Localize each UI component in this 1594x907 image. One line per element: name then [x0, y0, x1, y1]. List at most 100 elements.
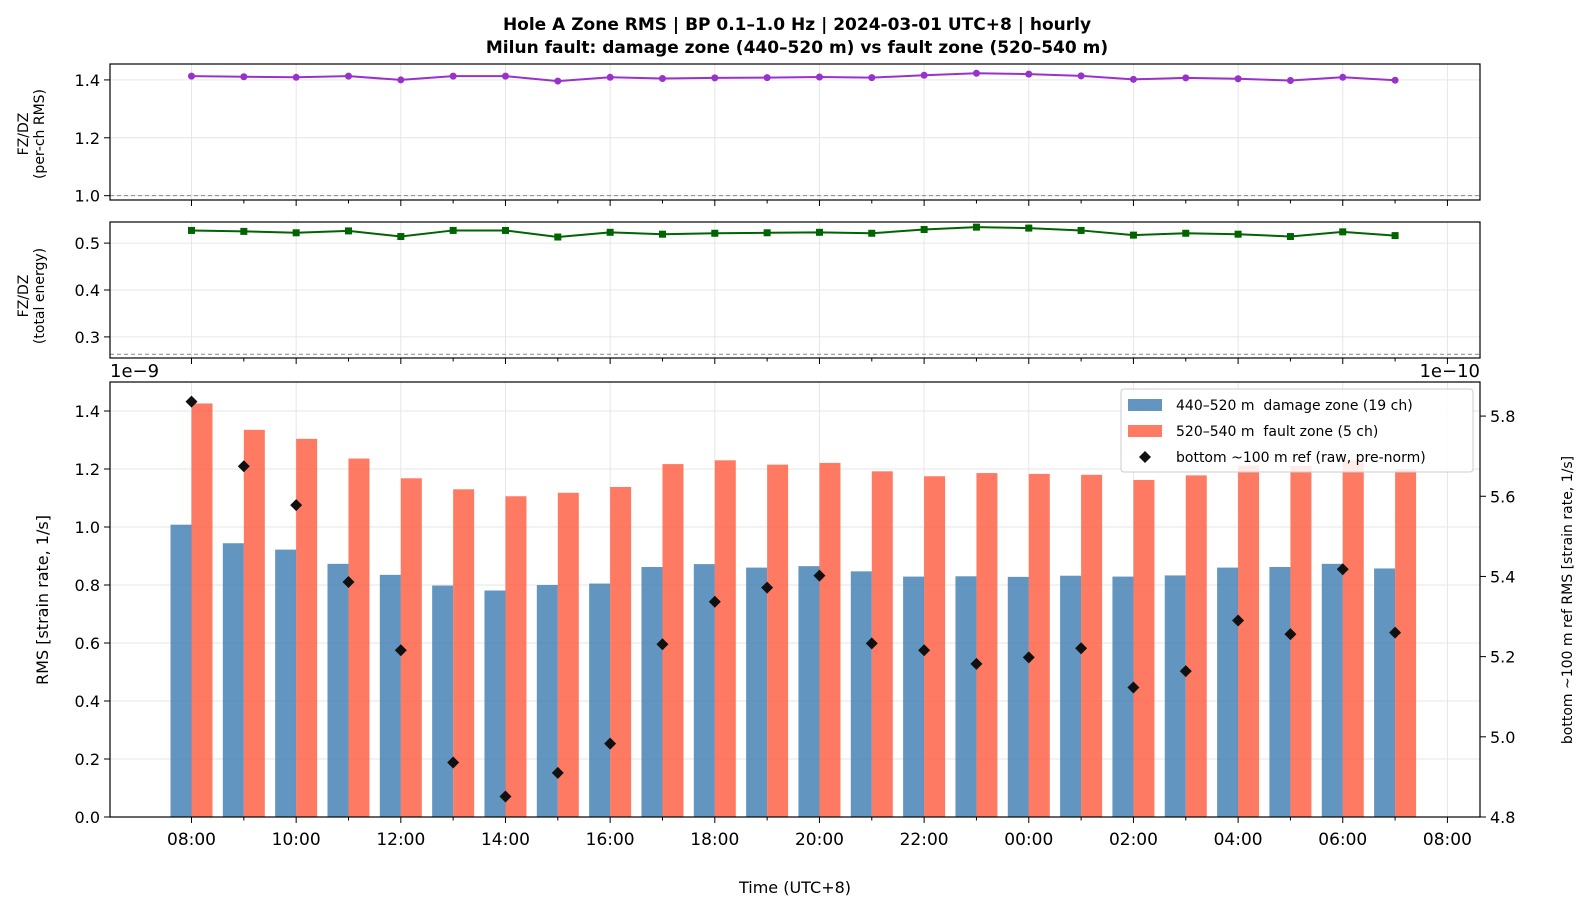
- bottom-ref-point: [1336, 563, 1349, 576]
- damage-zone-bar: [327, 563, 349, 817]
- ratio-rms-frame: [109, 63, 1481, 201]
- zone-rms-y-tick-label: 0.4: [75, 692, 100, 711]
- fault-zone-bar: [1081, 474, 1103, 817]
- ratio-rms-point: [554, 77, 562, 85]
- ratio-rms-y-tick-label: 1.0: [75, 187, 100, 206]
- zone-rms-frame: [109, 381, 1481, 818]
- bottom-ref-point: [551, 766, 564, 779]
- bottom-ref-point: [1284, 628, 1297, 641]
- bottom-ref-point: [604, 737, 617, 750]
- damage-zone-bar: [1007, 576, 1029, 817]
- fault-zone-bar: [610, 486, 632, 817]
- x-axis-label: Time (UTC+8): [738, 878, 851, 897]
- x-tick-label: 12:00: [376, 830, 425, 850]
- ratio-rms-point: [1391, 76, 1399, 84]
- damage-zone-bar: [1112, 576, 1134, 817]
- ratio-energy-point: [397, 233, 405, 241]
- ratio-rms-point: [240, 73, 248, 81]
- zone-rms-y-tick-label: 1.0: [75, 518, 100, 537]
- fault-zone-bar: [1133, 480, 1155, 817]
- ratio-energy-point: [1391, 232, 1399, 240]
- ratio-energy-point: [972, 223, 980, 231]
- ratio-rms-point: [188, 72, 195, 80]
- damage-zone-bar: [746, 567, 768, 817]
- fault-zone-bar: [1028, 473, 1050, 817]
- bottom-ref-point: [865, 637, 878, 650]
- x-tick-label: 08:00: [1423, 830, 1472, 850]
- ratio-energy-point: [1339, 228, 1347, 236]
- y2-tick-label: 5.6: [1490, 487, 1515, 506]
- bottom-ref-point: [185, 395, 198, 408]
- ratio-energy-point: [711, 229, 719, 237]
- fault-zone-bar: [714, 460, 736, 817]
- bottom-ref-point: [918, 644, 931, 657]
- zone-rms-y-tick-label: 1.2: [75, 460, 100, 479]
- zone-rms-y-tick-label: 0.8: [75, 576, 100, 595]
- ratio-energy-y-tick-label: 0.3: [75, 328, 100, 347]
- fault-zone-bar: [243, 429, 265, 817]
- fault-zone-bar: [1290, 465, 1312, 817]
- damage-zone-bar: [641, 567, 663, 817]
- fault-zone-bar: [767, 464, 789, 817]
- ratio-energy-point: [763, 229, 771, 237]
- ratio-rms-point: [658, 74, 666, 82]
- damage-zone-bar: [432, 585, 454, 817]
- ratio-energy-panel: 0.3 0.4 0.5: [75, 221, 1481, 364]
- left-offset-label: 1e−9: [110, 361, 159, 382]
- ratio-rms-point: [1234, 75, 1242, 83]
- fault-zone-bar: [1342, 460, 1364, 817]
- ratio-rms-point: [1129, 75, 1137, 83]
- legend-marker-bottom-ref: [1139, 451, 1151, 463]
- damage-zone-bar: [903, 576, 925, 817]
- damage-zone-bar: [1374, 568, 1396, 817]
- ratio-energy-point: [658, 230, 666, 238]
- damage-zone-bar: [222, 543, 244, 817]
- damage-zone-bar: [850, 571, 872, 817]
- ratio-rms-point: [1286, 76, 1294, 84]
- ratio-rms-point: [1182, 74, 1190, 82]
- damage-zone-bar: [379, 574, 401, 817]
- ratio-rms-panel: 1.0 1.2 1.4: [75, 63, 1481, 206]
- ratio-energy-point: [1234, 230, 1242, 238]
- bottom-ref-point: [499, 790, 512, 803]
- damage-zone-bar: [1060, 575, 1082, 817]
- damage-zone-bar: [955, 576, 977, 817]
- ratio-rms-point: [344, 72, 352, 80]
- zone-rms-y2label: bottom ~100 m ref RMS [strain rate, 1/s]: [1560, 456, 1576, 744]
- ratio-energy-point: [1286, 233, 1294, 241]
- ratio-rms-point: [763, 74, 771, 82]
- ratio-rms-point: [1025, 70, 1033, 78]
- bottom-ref-point: [813, 569, 826, 582]
- zone-rms-y-tick-label: 1.4: [75, 402, 100, 421]
- fault-zone-bar: [1185, 475, 1207, 817]
- damage-zone-bar: [275, 549, 297, 817]
- ratio-rms-ylabel-line-1: FZ/DZ: [16, 113, 32, 156]
- damage-zone-bar: [693, 564, 715, 817]
- fault-zone-bar: [400, 478, 422, 817]
- ratio-rms-point: [868, 74, 876, 82]
- ratio-rms-point: [972, 69, 980, 77]
- y2-tick-label: 4.8: [1490, 808, 1515, 827]
- fault-zone-bar: [976, 473, 998, 817]
- ratio-energy-point: [554, 233, 562, 241]
- damage-zone-bar: [1321, 563, 1343, 817]
- ratio-rms-series-line: [191, 72, 1396, 83]
- zone-rms-panel: 4.8 5.0 5.2 5.4 5.6 5.8 0.0 0.2 0.4 0.6 0.8 1.0 1.2 1…: [75, 381, 1515, 850]
- bottom-ref-point: [656, 638, 669, 651]
- damage-zone-bar: [484, 590, 506, 817]
- fault-zone-bar: [348, 458, 370, 817]
- y2-tick-label: 5.0: [1490, 728, 1515, 747]
- bottom-ref-point: [1022, 651, 1035, 664]
- bottom-ref-point: [342, 576, 355, 589]
- ratio-rms-ylabel-line-2: (per-ch RMS): [32, 89, 48, 179]
- damage-zone-bar: [589, 583, 611, 817]
- ratio-energy-y-tick-label: 0.4: [75, 281, 100, 300]
- chart-title-line-1: Hole A Zone RMS | BP 0.1–1.0 Hz | 2024-0…: [503, 15, 1091, 35]
- right-offset-label: 1e−10: [1419, 361, 1480, 382]
- zone-rms-ylabel: RMS [strain rate, 1/s]: [33, 515, 52, 685]
- ratio-energy-point: [501, 226, 509, 234]
- x-tick-label: 16:00: [586, 830, 635, 850]
- fault-zone-bar: [1395, 469, 1417, 817]
- fault-zone-bar: [505, 496, 527, 817]
